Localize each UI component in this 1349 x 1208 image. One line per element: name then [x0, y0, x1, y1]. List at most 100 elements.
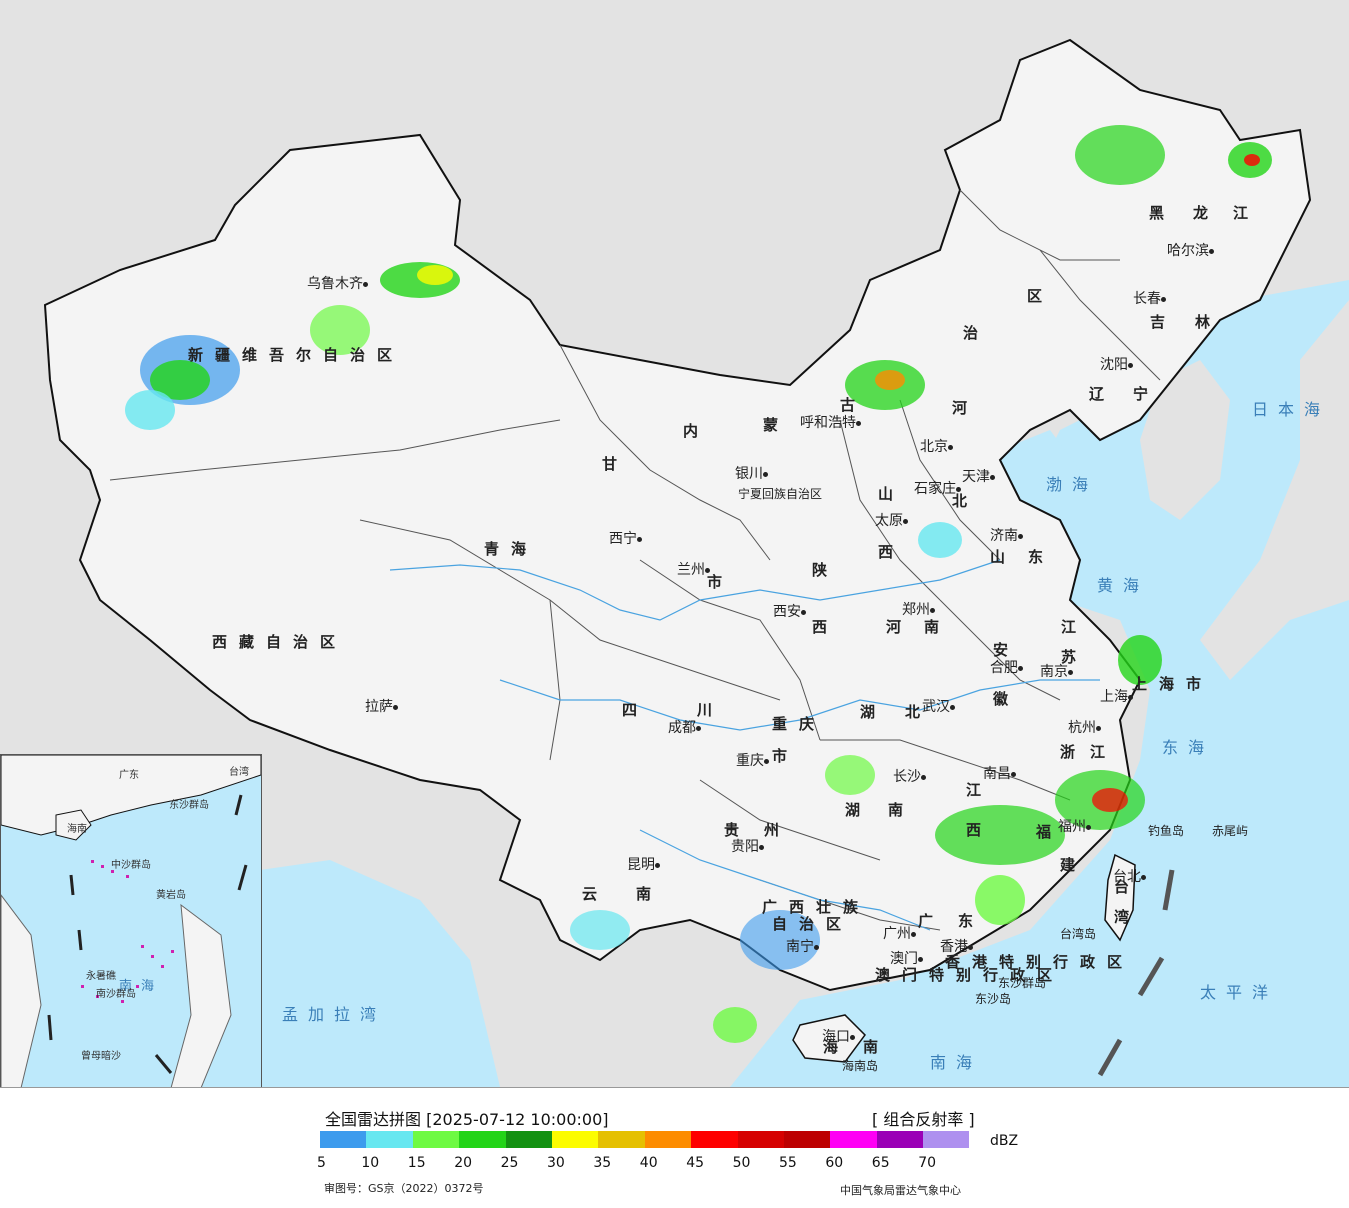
city-name: 银川: [735, 466, 763, 482]
city-label[interactable]: 长春: [1133, 292, 1169, 306]
city-dot-icon: [1209, 248, 1214, 254]
city-dot-icon: [363, 281, 368, 287]
province-label: 贵: [724, 821, 752, 839]
city-dot-icon: [1161, 296, 1166, 302]
unit-label: dBZ: [990, 1133, 1019, 1149]
scale-tick-label: 65: [871, 1155, 890, 1171]
city-label[interactable]: 呼和浩特: [800, 416, 864, 430]
sea-label: 黄海: [1097, 576, 1150, 595]
province-label: 江: [966, 781, 994, 799]
city-name: 福州: [1058, 819, 1086, 835]
sea-label: 南海: [930, 1053, 983, 1072]
city-dot-icon: [856, 420, 861, 426]
color-swatch: [551, 1131, 599, 1148]
city-label[interactable]: 澳门: [890, 952, 926, 966]
city-label[interactable]: 郑州: [902, 603, 938, 617]
city-name: 呼和浩特: [800, 415, 856, 431]
radar-map[interactable]: 新疆维吾尔自治区 西藏自治区 青海甘内蒙古四川云南贵州陕西山西河南湖北湖南江西广东海…: [0, 0, 1349, 1088]
city-dot-icon: [990, 474, 995, 480]
city-label[interactable]: 成都: [668, 721, 704, 735]
province-label: 西: [878, 543, 906, 561]
inset-map: [1, 755, 261, 1087]
city-dot-icon: [1128, 694, 1133, 700]
scale-tick-label: 10: [361, 1155, 380, 1171]
color-swatch: [691, 1131, 738, 1148]
province-label: 内: [683, 422, 711, 440]
city-label[interactable]: 昆明: [627, 858, 663, 872]
province-label: 南: [636, 885, 664, 903]
province-label: 山: [990, 548, 1018, 566]
place-label: 赤尾屿: [1212, 824, 1249, 838]
city-dot-icon: [911, 931, 916, 937]
province-label: 南: [863, 1038, 891, 1056]
city-label[interactable]: 南京: [1040, 665, 1076, 679]
city-label[interactable]: 哈尔滨: [1167, 244, 1217, 258]
province-label: 江: [1233, 204, 1261, 222]
city-name: 合肥: [990, 660, 1018, 676]
taiwan-island: [1104, 853, 1136, 942]
city-label[interactable]: 长沙: [893, 770, 929, 784]
city-label[interactable]: 南昌: [983, 767, 1019, 781]
city-dot-icon: [696, 725, 701, 731]
city-label[interactable]: 海口: [822, 1030, 858, 1044]
city-name: 香港: [940, 939, 968, 955]
city-name: 武汉: [922, 699, 950, 715]
color-swatch: [598, 1131, 645, 1148]
inset-label: 曾母暗沙: [81, 1051, 121, 1062]
city-label[interactable]: 石家庄: [914, 482, 964, 496]
city-label[interactable]: 重庆: [736, 754, 772, 768]
city-label[interactable]: 西宁: [609, 532, 645, 546]
city-label[interactable]: 西安: [773, 605, 809, 619]
city-dot-icon: [921, 774, 926, 780]
province-label: 陕: [812, 561, 840, 579]
city-name: 澳门: [890, 951, 918, 967]
city-label[interactable]: 沈阳: [1100, 358, 1136, 372]
color-swatch: [366, 1131, 413, 1148]
city-label[interactable]: 兰州: [677, 563, 713, 577]
city-label[interactable]: 上海: [1100, 690, 1136, 704]
city-name: 杭州: [1068, 720, 1096, 736]
inset-label: 海: [141, 979, 155, 994]
city-label[interactable]: 台北: [1113, 870, 1149, 884]
city-label[interactable]: 合肥: [990, 661, 1026, 675]
province-label: 西: [812, 618, 840, 636]
city-label[interactable]: 武汉: [922, 700, 958, 714]
map-review-number: 审图号：GS京（2022）0372号: [324, 1182, 484, 1195]
scale-tick-label: 45: [686, 1155, 705, 1171]
city-name: 西安: [773, 604, 801, 620]
city-label[interactable]: 杭州: [1068, 721, 1104, 735]
city-label[interactable]: 天津: [962, 470, 998, 484]
city-name: 广州: [883, 926, 911, 942]
color-scale: [320, 1131, 970, 1148]
bohai: [1000, 430, 1080, 500]
city-label[interactable]: 香港: [940, 940, 976, 954]
color-swatch: [320, 1131, 367, 1148]
province-label: 湖: [845, 801, 873, 819]
city-label[interactable]: 贵阳: [731, 840, 767, 854]
province-label: 黑: [1149, 204, 1177, 222]
city-dot-icon: [1086, 824, 1091, 830]
province-label: 广: [918, 912, 946, 930]
place-label: 东沙岛: [975, 992, 1012, 1006]
city-label[interactable]: 广州: [883, 927, 919, 941]
city-label[interactable]: 银川: [735, 467, 771, 481]
city-name: 天津: [962, 469, 990, 485]
province-label: 四: [622, 701, 650, 719]
city-label[interactable]: 南宁: [786, 940, 822, 954]
city-label[interactable]: 北京: [920, 440, 956, 454]
color-swatch: [644, 1131, 692, 1148]
city-dot-icon: [918, 956, 923, 962]
sea-label: 太平洋: [1200, 983, 1279, 1002]
city-label[interactable]: 济南: [990, 529, 1026, 543]
city-label[interactable]: 太原: [875, 514, 911, 528]
inset-label: 海南: [67, 824, 87, 835]
scale-tick-label: 55: [779, 1155, 797, 1171]
color-swatch: [783, 1131, 831, 1148]
province-label: 蒙: [763, 416, 791, 434]
city-name: 南京: [1040, 664, 1068, 680]
city-label[interactable]: 福州: [1058, 820, 1094, 834]
city-dot-icon: [950, 704, 955, 710]
city-name: 台北: [1113, 869, 1141, 885]
city-label[interactable]: 乌鲁木齐: [307, 277, 371, 291]
city-label[interactable]: 拉萨: [365, 700, 401, 714]
